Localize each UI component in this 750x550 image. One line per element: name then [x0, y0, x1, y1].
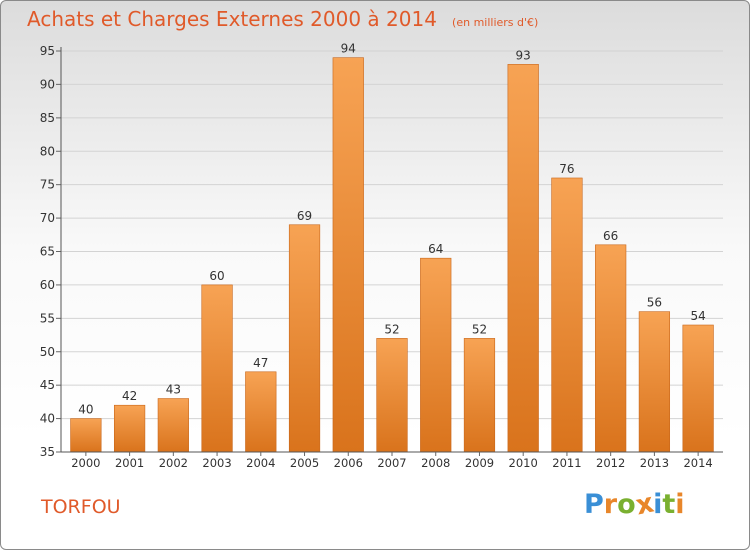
bar-value-label: 40 [78, 403, 93, 417]
bar-2002 [157, 398, 189, 453]
x-tick-label: 2012 [596, 456, 625, 470]
x-tick-label: 2009 [465, 456, 494, 470]
x-tick-label: 2007 [377, 456, 406, 470]
y-tick-label: 50 [40, 345, 55, 359]
x-tick-label: 2002 [159, 456, 188, 470]
bar-2004 [245, 371, 277, 453]
bar-value-label: 93 [516, 48, 531, 62]
y-tick-label: 75 [40, 178, 55, 192]
x-tick-label: 2010 [509, 456, 538, 470]
y-tick-label: 60 [40, 278, 55, 292]
x-tick-label: 2006 [334, 456, 363, 470]
logo-letter: r [603, 489, 618, 520]
y-tick-label: 95 [40, 44, 55, 58]
bar-value-label: 66 [603, 229, 618, 243]
bar-2013 [638, 311, 671, 453]
bar-value-label: 76 [559, 162, 574, 176]
y-tick-label: 65 [40, 245, 55, 259]
y-tick-label: 80 [40, 144, 55, 158]
y-tick-label: 55 [40, 311, 55, 325]
x-tick-label: 2013 [640, 456, 669, 470]
axes: 35 40 45 50 55 60 65 70 75 80 85 90 95 2000 2001 2002 20… [40, 44, 723, 470]
chart-header: Achats et Charges Externes 2000 à 2014 (… [27, 7, 538, 31]
commune-name: TORFOU [41, 496, 121, 518]
chart-unit: (en milliers d'€) [452, 16, 539, 29]
bar-2005 [288, 224, 321, 453]
logo-letter: o [617, 489, 636, 520]
bar-value-label: 47 [253, 356, 268, 370]
x-tick-label: 2014 [683, 456, 712, 470]
x-tick-label: 2003 [202, 456, 231, 470]
bar-2010 [507, 64, 539, 453]
bar-value-label: 69 [297, 209, 312, 223]
bar-2008 [420, 257, 452, 453]
y-tick-label: 45 [40, 378, 55, 392]
bar-value-label: 64 [428, 242, 443, 256]
y-tick-label: 90 [40, 77, 55, 91]
bar-value-label: 56 [647, 296, 662, 310]
bars: 40 42 43 60 47 69 94 52 64 52 93 76 66 56 54 [70, 42, 714, 453]
bar-2014 [682, 324, 714, 453]
bar-2003 [201, 284, 233, 453]
logo-letter: i [675, 489, 685, 520]
bar-value-label: 60 [209, 269, 224, 283]
bar-2012 [595, 244, 627, 453]
x-tick-label: 2001 [115, 456, 144, 470]
bar-2001 [113, 404, 146, 453]
bar-value-label: 54 [690, 309, 705, 323]
bar-value-label: 42 [122, 389, 137, 403]
y-tick-label: 35 [40, 445, 55, 459]
bar-value-label: 43 [166, 383, 181, 397]
bar-2006 [332, 57, 364, 453]
logo-letter: t [662, 489, 676, 520]
y-tick-label: 40 [40, 412, 55, 426]
x-tick-label: 2011 [552, 456, 581, 470]
x-tick-label: 2008 [421, 456, 450, 470]
x-tick-label: 2000 [71, 456, 100, 470]
bar-2011 [551, 177, 583, 453]
logo-letter: i [653, 489, 663, 520]
logo-letter: P [584, 489, 604, 520]
bar-value-label: 94 [341, 42, 356, 56]
x-tick-label: 2005 [290, 456, 319, 470]
x-tick-label: 2004 [246, 456, 275, 470]
bar-2007 [376, 338, 408, 453]
y-tick-label: 85 [40, 111, 55, 125]
bar-value-label: 52 [384, 322, 399, 336]
bar-2000 [70, 418, 102, 453]
proxiti-logo: Proxiti [584, 488, 685, 522]
bar-2009 [463, 338, 496, 453]
bar-value-label: 52 [472, 322, 487, 336]
chart-title: Achats et Charges Externes 2000 à 2014 [27, 7, 437, 31]
y-tick-label: 70 [40, 211, 55, 225]
